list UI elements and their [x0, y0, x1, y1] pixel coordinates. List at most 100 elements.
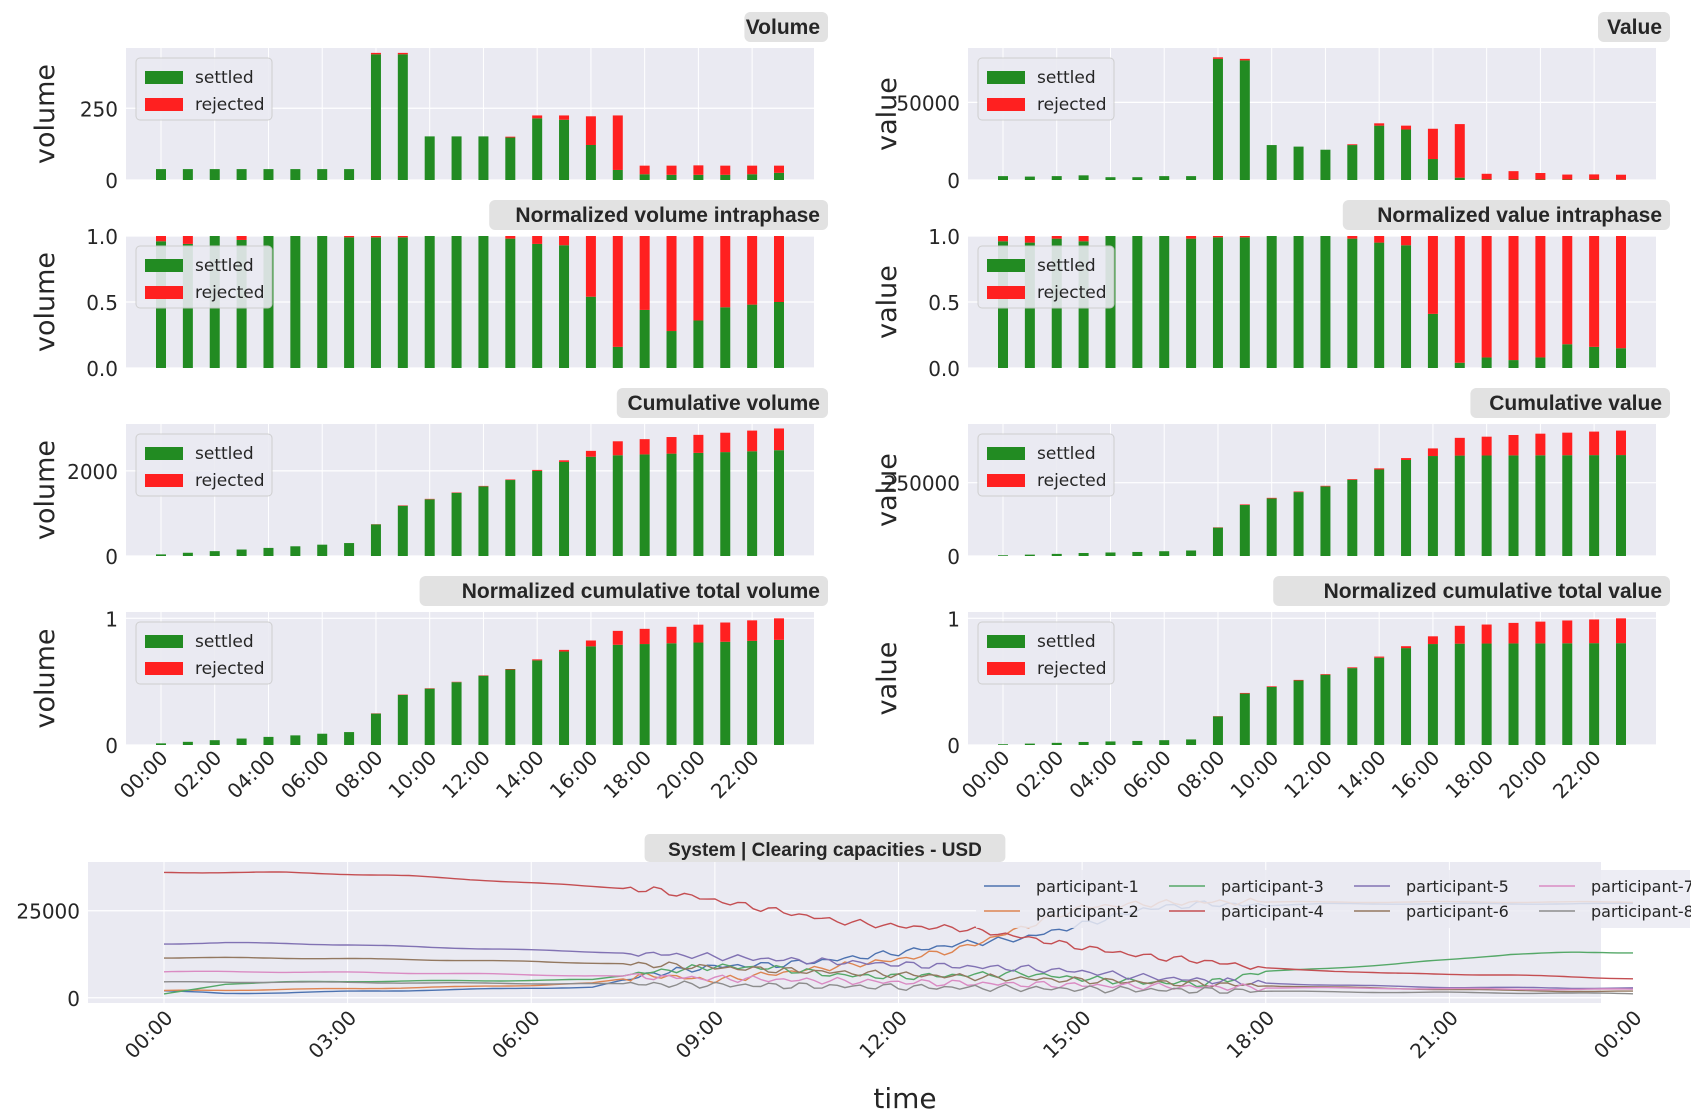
bar-settled-6 — [559, 651, 570, 745]
panel-title-5: Cumulative value — [1489, 392, 1662, 415]
x-tick-label-6: 10:00 — [384, 746, 442, 804]
bar-settled-4 — [236, 549, 247, 556]
legend-swatch-settled-1 — [987, 71, 1025, 84]
bar-rejected-1 — [1239, 58, 1250, 61]
bar-settled-2 — [317, 236, 328, 368]
legend-swatch-settled-4 — [145, 447, 183, 460]
bar-settled-0 — [344, 169, 355, 180]
bar-settled-4 — [424, 499, 435, 556]
bar-settled-6 — [720, 641, 731, 745]
y-tick-label-3: 1.0 — [928, 225, 960, 249]
bar-settled-7 — [1320, 674, 1331, 745]
bar-chart-3: 0.0 0.5 1.0 value settled rejected Normalized … — [872, 200, 1670, 381]
bar-settled-1 — [1427, 159, 1438, 180]
bar-rejected-0 — [747, 165, 758, 175]
bar-rejected-7 — [1589, 619, 1600, 644]
x-tick-label-6: 22:00 — [706, 746, 764, 804]
y-tick-label-2: 0.5 — [86, 291, 118, 315]
y-tick-label-2: 1.0 — [86, 225, 118, 249]
bar-settled-2 — [720, 307, 731, 368]
bar-settled-7 — [1347, 668, 1358, 745]
legend-swatch-rejected-1 — [987, 98, 1025, 111]
bar-settled-4 — [209, 551, 220, 556]
bar-settled-7 — [1024, 743, 1035, 745]
bar-settled-7 — [998, 744, 1008, 745]
bar-settled-4 — [397, 505, 408, 556]
bar-settled-2 — [397, 237, 408, 368]
legend-label-settled-6: settled — [195, 632, 254, 652]
bar-settled-2 — [666, 331, 677, 368]
bar-settled-3 — [1401, 245, 1412, 368]
bar-rejected-7 — [1320, 674, 1331, 675]
y-tick-label-0: 0 — [105, 169, 118, 193]
bar-chart-2: 0.0 0.5 1.0 volume settled rejected Normalized… — [30, 200, 828, 381]
y-tick-label-4: 0 — [105, 545, 118, 569]
bar-settled-5 — [1024, 554, 1035, 556]
bar-rejected-3 — [1589, 236, 1600, 347]
y-tick-label-3: 0.5 — [928, 291, 960, 315]
bar-settled-7 — [1266, 686, 1277, 745]
bar-settled-4 — [585, 456, 596, 556]
bar-rejected-2 — [559, 236, 570, 246]
bar-rejected-7 — [1427, 636, 1438, 645]
legend-swatch-rejected-2 — [145, 286, 183, 299]
bar-settled-6 — [478, 675, 489, 745]
bar-rejected-1 — [1535, 173, 1546, 180]
legend-swatch-settled-6 — [145, 635, 183, 648]
bar-rejected-6 — [639, 628, 650, 645]
bar-rejected-4 — [747, 430, 758, 452]
bar-rejected-2 — [236, 236, 247, 240]
bar-rejected-3 — [1616, 236, 1626, 349]
bar-rejected-1 — [1374, 123, 1385, 126]
bar-settled-7 — [1616, 643, 1626, 745]
bar-rejected-6 — [612, 630, 623, 645]
x-tick-label-6: 08:00 — [330, 746, 388, 804]
bar-settled-0 — [612, 169, 623, 180]
legend-label-participant-5: participant-5 — [1406, 877, 1509, 896]
bar-settled-0 — [693, 174, 704, 180]
bar-settled-7 — [1589, 643, 1600, 745]
panel-title-7: Normalized cumulative total value — [1324, 580, 1662, 603]
legend-label-rejected-0: rejected — [195, 95, 265, 115]
bar-rejected-0 — [559, 115, 570, 120]
bar-rejected-7 — [1266, 686, 1277, 687]
bar-settled-0 — [290, 169, 301, 180]
bar-settled-5 — [1427, 456, 1438, 556]
bar-settled-7 — [1562, 643, 1573, 745]
x-tick-label-6: 06:00 — [276, 746, 334, 804]
legend-label-rejected-1: rejected — [1037, 95, 1107, 115]
x-tick-label-timeline: 15:00 — [1038, 1006, 1096, 1064]
bar-settled-6 — [693, 642, 704, 745]
panel-title-badge-1 — [1598, 12, 1670, 42]
bar-settled-6 — [585, 646, 596, 745]
bar-rejected-0 — [774, 165, 784, 173]
bar-chart-6: 0 1 volume settled rejected Normalized cumula… — [30, 576, 828, 803]
bar-rejected-2 — [532, 236, 543, 244]
bar-settled-2 — [532, 243, 543, 368]
bar-settled-0 — [156, 169, 166, 180]
bar-settled-1 — [1186, 176, 1197, 180]
x-tick-label-timeline: 00:00 — [1589, 1006, 1647, 1064]
bar-rejected-2 — [182, 236, 193, 244]
bar-rejected-4 — [559, 460, 570, 462]
bar-settled-7 — [1535, 643, 1546, 745]
bar-settled-5 — [1132, 551, 1143, 556]
bar-rejected-4 — [666, 437, 677, 454]
legend-swatch-settled-7 — [987, 635, 1025, 648]
bar-settled-1 — [1024, 176, 1035, 180]
bar-settled-5 — [1239, 505, 1250, 556]
bar-settled-4 — [532, 470, 543, 556]
bar-rejected-1 — [1427, 128, 1438, 160]
bar-settled-7 — [1374, 657, 1385, 745]
bar-settled-6 — [774, 639, 784, 745]
x-tick-label-timeline: 09:00 — [671, 1006, 729, 1064]
bar-settled-1 — [1401, 129, 1412, 180]
panel-title-badge-2 — [489, 200, 828, 230]
legend-label-settled-1: settled — [1037, 68, 1096, 88]
x-tick-label-7: 08:00 — [1172, 746, 1230, 804]
bar-settled-4 — [370, 524, 381, 556]
bar-settled-2 — [451, 236, 462, 368]
bar-rejected-1 — [1589, 174, 1600, 180]
